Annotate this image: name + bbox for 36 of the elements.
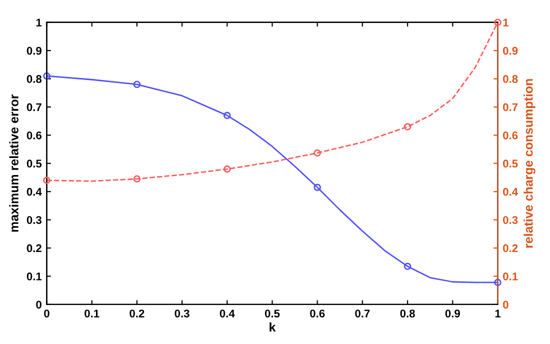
y2-tick-label: 0.8 — [503, 75, 518, 83]
x-tick-label: 0.6 — [310, 310, 325, 318]
x-tick-label: 0.4 — [220, 310, 235, 318]
x-tick-label: 0.8 — [400, 310, 415, 318]
y-tick-label: 0.4 — [26, 188, 42, 196]
y-tick-label: 0.5 — [26, 160, 42, 168]
y2-tick-label: 0.5 — [503, 160, 518, 168]
y-tick-label: 0.9 — [26, 46, 42, 55]
x-tick-label: 0.5 — [264, 310, 280, 318]
y2-tick-label: 0.6 — [503, 131, 518, 140]
y-tick-label: 0.6 — [26, 131, 42, 140]
x-axis-title: k — [270, 322, 276, 332]
y2-tick-label: 0.9 — [503, 46, 518, 55]
y2-tick-label: 0.7 — [503, 103, 518, 112]
y-tick-label: 0 — [36, 300, 42, 309]
y-axis-title: maximum relative error — [9, 94, 18, 232]
y-tick-label: 0.3 — [26, 216, 42, 224]
y2-tick-label: 0.1 — [503, 272, 518, 280]
y2-tick-label: 0 — [503, 300, 508, 309]
x-tick-label: 0.3 — [174, 310, 190, 318]
y-tick-label: 0.8 — [26, 75, 42, 83]
x-tick-label: 0.1 — [84, 310, 100, 318]
y-tick-label: 0.1 — [26, 272, 42, 280]
y-tick-label: 0.2 — [26, 244, 42, 252]
y-tick-label: 1 — [36, 18, 42, 26]
x-tick-label: 1 — [495, 310, 501, 318]
y2-tick-label: 0.3 — [503, 216, 518, 224]
y2-tick-label: 0.2 — [503, 244, 518, 252]
x-tick-label: 0 — [44, 310, 50, 318]
x-tick-label: 0.9 — [445, 310, 460, 318]
x-tick-label: 0.2 — [130, 310, 144, 318]
y2-tick-label: 0.4 — [503, 188, 518, 196]
x-tick-label: 0.7 — [355, 310, 370, 318]
y2-tick-label: 1 — [503, 18, 508, 26]
y-tick-label: 0.7 — [26, 103, 42, 112]
y2-axis-title: relative charge consumption — [524, 79, 536, 248]
